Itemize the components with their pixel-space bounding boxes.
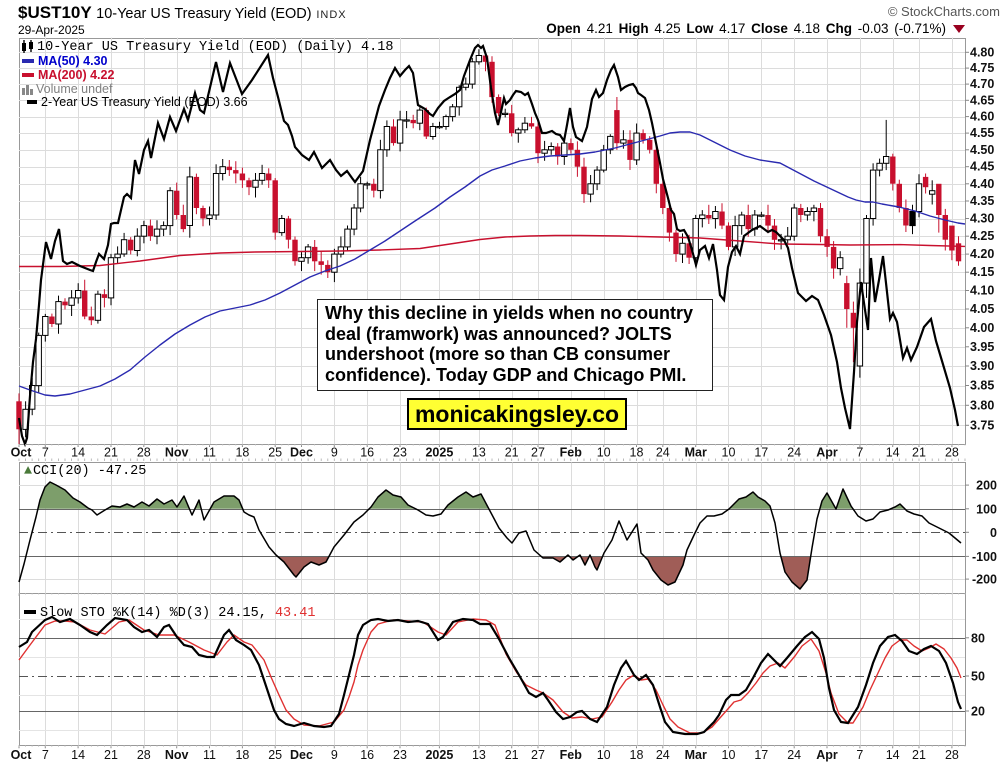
svg-text:18: 18: [630, 446, 644, 460]
svg-text:14: 14: [886, 748, 900, 762]
svg-text:4.30: 4.30: [970, 212, 994, 226]
svg-text:25: 25: [268, 748, 282, 762]
svg-text:Nov: Nov: [165, 446, 189, 460]
svg-text:16: 16: [360, 446, 374, 460]
svg-text:18: 18: [630, 748, 644, 762]
svg-text:3.95: 3.95: [970, 340, 994, 354]
svg-text:4.35: 4.35: [970, 194, 994, 208]
svg-text:50: 50: [971, 670, 985, 684]
svg-text:7: 7: [42, 748, 49, 762]
svg-text:Oct: Oct: [11, 446, 33, 460]
svg-text:Mar: Mar: [685, 446, 707, 460]
svg-text:Mar: Mar: [685, 748, 707, 762]
svg-text:4.55: 4.55: [970, 126, 994, 140]
svg-text:Nov: Nov: [165, 748, 189, 762]
svg-text:3.80: 3.80: [970, 398, 994, 412]
svg-text:21: 21: [104, 446, 118, 460]
svg-text:4.05: 4.05: [970, 302, 994, 316]
svg-text:100: 100: [976, 502, 997, 516]
svg-text:14: 14: [71, 748, 85, 762]
svg-text:13: 13: [472, 446, 486, 460]
svg-text:-200: -200: [972, 573, 997, 587]
svg-text:-100: -100: [972, 550, 997, 564]
svg-text:9: 9: [331, 748, 338, 762]
svg-text:23: 23: [393, 446, 407, 460]
svg-text:28: 28: [945, 748, 959, 762]
svg-text:14: 14: [71, 446, 85, 460]
svg-text:27: 27: [531, 446, 545, 460]
svg-text:4.40: 4.40: [970, 177, 994, 191]
svg-text:4.25: 4.25: [970, 229, 994, 243]
svg-text:21: 21: [505, 446, 519, 460]
svg-text:10: 10: [722, 748, 736, 762]
svg-text:Oct: Oct: [11, 748, 33, 762]
svg-text:9: 9: [331, 446, 338, 460]
svg-text:21: 21: [912, 446, 926, 460]
svg-text:28: 28: [945, 446, 959, 460]
svg-text:10: 10: [597, 446, 611, 460]
svg-text:10: 10: [597, 748, 611, 762]
svg-text:3.85: 3.85: [970, 379, 994, 393]
svg-text:10: 10: [722, 446, 736, 460]
svg-text:Dec: Dec: [290, 446, 313, 460]
svg-text:4.60: 4.60: [970, 110, 994, 124]
svg-text:4.10: 4.10: [970, 284, 994, 298]
svg-text:17: 17: [754, 748, 768, 762]
svg-text:23: 23: [393, 748, 407, 762]
svg-text:11: 11: [203, 748, 216, 762]
svg-text:0: 0: [990, 526, 997, 540]
svg-text:25: 25: [268, 446, 282, 460]
svg-text:Dec: Dec: [290, 748, 313, 762]
svg-text:4.75: 4.75: [970, 61, 994, 75]
svg-text:14: 14: [886, 446, 900, 460]
svg-text:80: 80: [971, 631, 985, 645]
svg-text:4.50: 4.50: [970, 143, 994, 157]
svg-text:2025: 2025: [425, 748, 453, 762]
svg-text:28: 28: [137, 748, 151, 762]
svg-text:200: 200: [976, 479, 997, 493]
svg-text:18: 18: [235, 446, 249, 460]
svg-text:21: 21: [912, 748, 926, 762]
svg-text:Feb: Feb: [560, 446, 583, 460]
svg-text:Apr: Apr: [816, 748, 838, 762]
svg-text:21: 21: [104, 748, 118, 762]
svg-text:24: 24: [656, 748, 670, 762]
svg-text:13: 13: [472, 748, 486, 762]
svg-text:18: 18: [235, 748, 249, 762]
svg-text:7: 7: [856, 446, 863, 460]
svg-text:4.45: 4.45: [970, 160, 994, 174]
svg-text:21: 21: [505, 748, 519, 762]
svg-text:27: 27: [531, 748, 545, 762]
svg-text:4.70: 4.70: [970, 77, 994, 91]
svg-text:24: 24: [656, 446, 670, 460]
svg-text:Apr: Apr: [816, 446, 838, 460]
svg-text:17: 17: [754, 446, 768, 460]
svg-text:2025: 2025: [425, 446, 453, 460]
svg-text:28: 28: [137, 446, 151, 460]
svg-text:4.65: 4.65: [970, 93, 994, 107]
svg-text:4.15: 4.15: [970, 265, 994, 279]
svg-text:7: 7: [856, 748, 863, 762]
svg-text:24: 24: [787, 748, 801, 762]
svg-text:24: 24: [787, 446, 801, 460]
svg-text:3.90: 3.90: [970, 359, 994, 373]
svg-text:3.75: 3.75: [970, 418, 994, 432]
svg-text:7: 7: [42, 446, 49, 460]
svg-text:Feb: Feb: [560, 748, 583, 762]
svg-text:16: 16: [360, 748, 374, 762]
svg-text:4.20: 4.20: [970, 247, 994, 261]
svg-text:4.00: 4.00: [970, 321, 994, 335]
svg-text:11: 11: [203, 446, 216, 460]
svg-text:20: 20: [971, 705, 985, 719]
svg-text:4.80: 4.80: [970, 45, 994, 59]
